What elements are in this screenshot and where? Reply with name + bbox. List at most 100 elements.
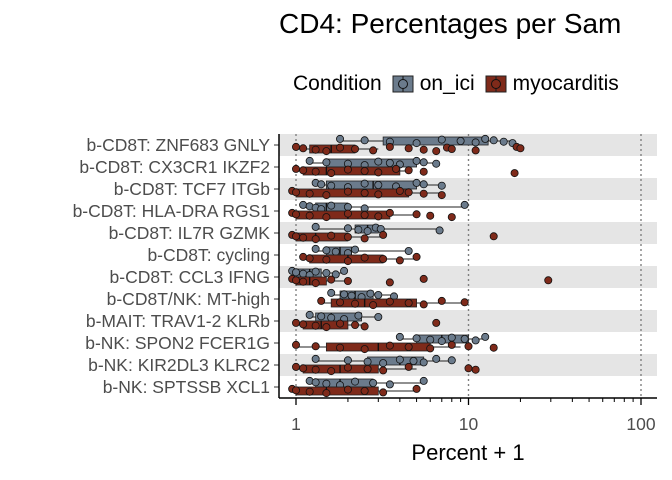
- row-band: [279, 266, 657, 288]
- data-point: [291, 188, 300, 197]
- data-point: [291, 276, 300, 285]
- data-point: [305, 211, 314, 220]
- legend-item-on-ici: on_ici: [392, 72, 475, 96]
- data-point: [336, 298, 345, 307]
- x-tick-label: 100: [626, 414, 655, 434]
- data-point: [327, 181, 336, 190]
- data-point: [374, 190, 383, 199]
- data-point: [305, 189, 314, 198]
- data-point: [317, 312, 326, 321]
- data-point: [447, 356, 456, 365]
- data-point: [437, 181, 446, 190]
- data-point: [460, 334, 469, 343]
- data-point: [432, 354, 441, 363]
- data-point: [317, 296, 326, 305]
- data-point: [379, 366, 388, 375]
- data-point: [404, 298, 413, 307]
- data-point: [437, 296, 446, 305]
- data-point: [322, 255, 331, 264]
- data-point: [291, 386, 300, 395]
- x-tick-label: 10: [459, 414, 479, 434]
- data-point: [374, 290, 383, 299]
- data-point: [516, 144, 525, 153]
- y-tick-label: b-CD8T: CX3CR1 IKZF2: [79, 157, 270, 177]
- y-tick-label: b-NK: KIR2DL3 KLRC2: [88, 355, 270, 375]
- data-point: [311, 267, 320, 276]
- data-point: [327, 313, 336, 322]
- data-point: [464, 364, 473, 373]
- data-point: [311, 145, 320, 154]
- data-point: [379, 388, 388, 397]
- data-point: [322, 147, 331, 156]
- data-point: [322, 389, 331, 398]
- data-point: [419, 145, 428, 154]
- data-point: [311, 235, 320, 244]
- data-point: [432, 159, 441, 168]
- x-tick-label: 1: [291, 414, 301, 434]
- data-point: [317, 180, 326, 189]
- data-point: [395, 186, 404, 195]
- box: [325, 180, 417, 190]
- y-tick-label: b-MAIT: TRAV1-2 KLRb: [86, 311, 270, 331]
- data-point: [412, 334, 421, 343]
- data-point: [331, 270, 340, 279]
- data-point: [385, 278, 394, 287]
- data-point: [363, 364, 372, 373]
- data-point: [360, 234, 369, 243]
- data-point: [419, 189, 428, 198]
- data-point: [360, 210, 369, 219]
- data-point: [327, 275, 336, 284]
- data-point: [311, 279, 320, 288]
- data-point: [299, 364, 308, 373]
- legend-key-myocarditis: [485, 75, 507, 93]
- data-point: [374, 157, 383, 166]
- data-point: [404, 246, 413, 255]
- data-point: [404, 362, 413, 371]
- legend-label-myocarditis: myocarditis: [512, 72, 619, 95]
- data-point: [291, 268, 300, 277]
- data-point: [481, 134, 490, 143]
- data-point: [351, 144, 360, 153]
- data-point: [412, 210, 421, 219]
- data-point: [343, 202, 352, 211]
- data-point: [432, 147, 441, 156]
- data-point: [291, 142, 300, 151]
- data-point: [291, 164, 300, 173]
- data-point: [489, 136, 498, 145]
- data-point: [374, 180, 383, 189]
- data-point: [360, 345, 369, 354]
- data-point: [385, 142, 394, 151]
- legend-item-myocarditis: myocarditis: [485, 72, 619, 96]
- data-point: [369, 301, 378, 310]
- data-point: [419, 180, 428, 189]
- data-point: [409, 356, 418, 365]
- y-tick-label: b-CD8T: cycling: [147, 245, 270, 265]
- data-point: [311, 342, 320, 351]
- data-point: [343, 363, 352, 372]
- data-point: [464, 342, 473, 351]
- data-point: [351, 245, 360, 254]
- data-point: [299, 200, 308, 209]
- data-point: [395, 256, 404, 265]
- chart-title: CD4: Percentages per Sam: [279, 8, 622, 39]
- data-point: [363, 357, 372, 366]
- data-point: [311, 244, 320, 253]
- data-point: [395, 332, 404, 341]
- data-point: [360, 166, 369, 175]
- data-point: [299, 252, 308, 261]
- data-point: [412, 252, 421, 261]
- data-point: [447, 144, 456, 153]
- data-point: [404, 188, 413, 197]
- data-point: [395, 355, 404, 364]
- y-tick-label: b-CD8T: ZNF683 GNLY: [87, 135, 271, 155]
- data-point: [510, 169, 519, 178]
- y-tick-label: b-CD8T: TCF7 ITGb: [114, 179, 270, 199]
- data-point: [340, 266, 349, 275]
- data-point: [460, 200, 469, 209]
- data-point: [412, 178, 421, 187]
- data-point: [351, 377, 360, 386]
- data-point: [385, 341, 394, 350]
- data-point: [419, 300, 428, 309]
- data-point: [311, 365, 320, 374]
